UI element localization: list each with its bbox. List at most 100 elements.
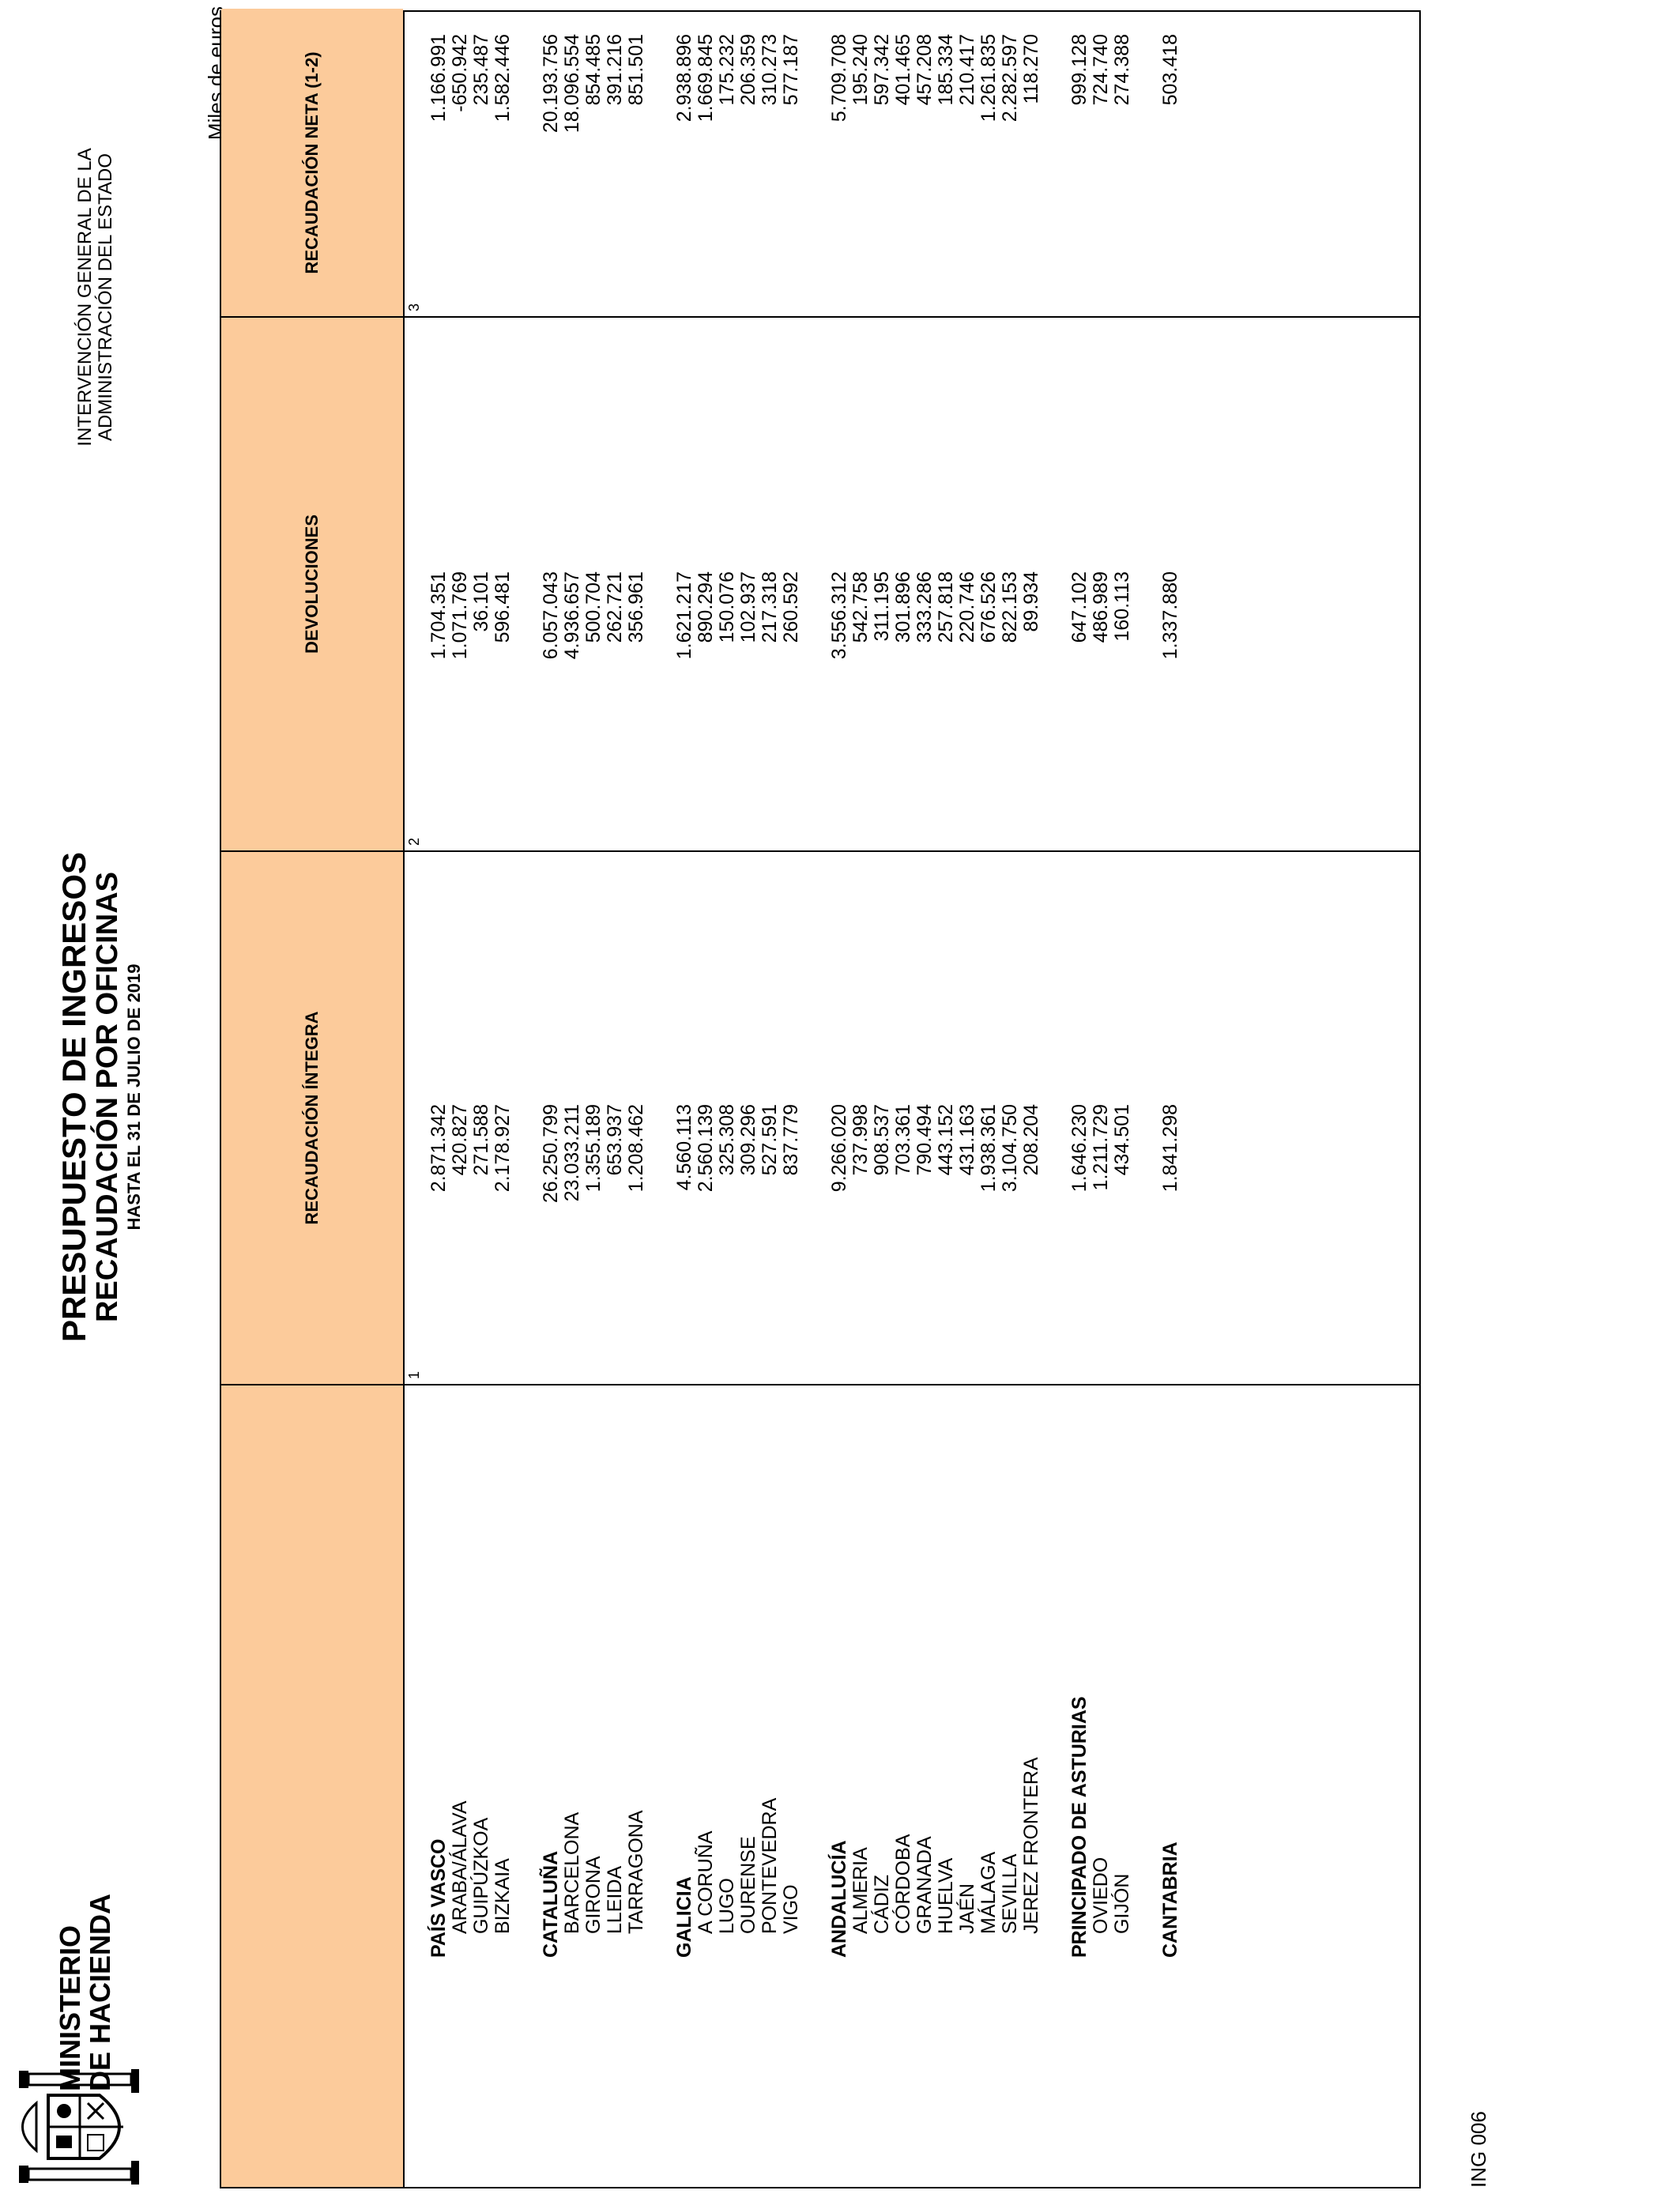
office-name: GUIPÚZKOA (470, 1817, 492, 1934)
table-row: GIJÓN 434.501 160.113 274.388 (1111, 9, 1133, 2187)
office-name: ALMERIA (849, 1847, 872, 1934)
table-row: PONTEVEDRA 527.591 217.318 310.273 (759, 9, 781, 2187)
gross-revenue-value: 703.361 (892, 1104, 914, 1176)
gross-revenue-value: 1.208.462 (625, 1104, 647, 1193)
office-name: LUGO (716, 1878, 738, 1934)
office-name: LLEIDA (604, 1865, 626, 1934)
refunds-value: 356.961 (625, 571, 647, 643)
gross-revenue-value: 1.646.230 (1068, 1104, 1090, 1193)
gross-revenue-value: 527.591 (759, 1104, 781, 1176)
table-row: SEVILLA 3.104.750 822.153 2.282.597 (999, 9, 1021, 2187)
column-divider (221, 316, 1419, 318)
refunds-value: 262.721 (604, 571, 626, 643)
refunds-value: 500.704 (582, 571, 605, 643)
refunds-value: 486.989 (1090, 571, 1112, 643)
table-row: CÓRDOBA 703.361 301.896 401.465 (892, 9, 914, 2187)
gross-revenue-value: 9.266.020 (828, 1104, 850, 1193)
office-name: JEREZ FRONTERA (1020, 1757, 1042, 1934)
net-revenue-value: 391.216 (604, 34, 626, 106)
column-number: 3 (406, 303, 422, 311)
net-revenue-value: 118.270 (1020, 34, 1042, 104)
net-revenue-value: 457.208 (913, 34, 936, 106)
table-row-group: ANDALUCÍA 9.266.020 3.556.312 5.709.708 (828, 9, 850, 2187)
gross-revenue-value: 1.938.361 (977, 1104, 1000, 1193)
office-name: GRANADA (913, 1836, 936, 1934)
net-revenue-value: 195.240 (849, 34, 872, 106)
igae-line-1: INTERVENCIÓN GENERAL DE LA (74, 148, 96, 447)
form-code: ING 006 (1467, 2111, 1490, 2188)
net-revenue-value: 5.709.708 (828, 34, 850, 123)
table-row: VIGO 837.779 260.592 577.187 (780, 9, 802, 2187)
column-number: 2 (406, 837, 422, 846)
gross-revenue-value: 1.841.298 (1159, 1104, 1181, 1193)
office-name: HUELVA (935, 1857, 957, 1934)
refunds-value: 220.746 (956, 571, 978, 643)
gross-revenue-value: 837.779 (780, 1104, 802, 1176)
gross-revenue-value: 431.163 (956, 1104, 978, 1176)
office-name: BIZKAIA (492, 1858, 514, 1934)
table-row: A CORUÑA 2.560.139 890.294 1.669.845 (695, 9, 717, 2187)
office-name: PONTEVEDRA (759, 1797, 781, 1934)
net-revenue-value: 597.342 (871, 34, 893, 106)
office-name: A CORUÑA (695, 1830, 717, 1934)
office-name: CANTABRIA (1159, 1842, 1181, 1958)
refunds-value: 890.294 (695, 571, 717, 643)
office-name: VIGO (780, 1884, 802, 1934)
gross-revenue-value: 737.998 (849, 1104, 872, 1176)
office-name: OVIEDO (1090, 1857, 1112, 1934)
gross-revenue-value: 2.560.139 (695, 1104, 717, 1193)
table-row: GUIPÚZKOA 271.588 36.101 235.487 (470, 9, 492, 2187)
table-row: OVIEDO 1.211.729 486.989 724.740 (1090, 9, 1112, 2187)
table-row-group: PRINCIPADO DE ASTURIAS 1.646.230 647.102 99… (1068, 9, 1090, 2187)
office-name: MÁLAGA (977, 1851, 1000, 1934)
gross-revenue-value: 1.211.729 (1090, 1104, 1112, 1191)
gross-revenue-value: 309.296 (737, 1104, 759, 1176)
net-revenue-value: 401.465 (892, 34, 914, 106)
net-revenue-value: 2.282.597 (999, 34, 1021, 123)
table-row: ALMERIA 737.998 542.758 195.240 (849, 9, 872, 2187)
report-date: HASTA EL 31 DE JULIO DE 2019 (124, 963, 144, 1231)
refunds-value: 160.113 (1111, 571, 1133, 642)
office-name: JAÉN (956, 1883, 978, 1934)
gross-revenue-value: 434.501 (1111, 1104, 1133, 1176)
refunds-value: 102.937 (737, 571, 759, 643)
gross-revenue-value: 1.355.189 (582, 1104, 605, 1193)
refunds-value: 822.153 (999, 571, 1021, 643)
table-row: CÁDIZ 908.537 311.195 597.342 (871, 9, 893, 2187)
net-revenue-value: 175.232 (716, 34, 738, 106)
net-revenue-value: 20.193.756 (540, 34, 562, 134)
column-number: 1 (406, 1370, 422, 1379)
office-name: GIRONA (582, 1856, 605, 1934)
office-name: PAÍS VASCO (428, 1838, 450, 1958)
net-revenue-value: 18.096.554 (561, 34, 583, 134)
net-revenue-value: 854.485 (582, 34, 605, 106)
refunds-value: 301.896 (892, 571, 914, 643)
net-revenue-value: 235.487 (470, 34, 492, 106)
net-revenue-value: -650.942 (449, 34, 471, 112)
gross-revenue-value: 271.588 (470, 1104, 492, 1176)
net-revenue-value: 1.166.991 (428, 34, 450, 123)
gross-revenue-value: 653.937 (604, 1104, 626, 1176)
table-row: LLEIDA 653.937 262.721 391.216 (604, 9, 626, 2187)
table-row: MÁLAGA 1.938.361 676.526 1.261.835 (977, 9, 1000, 2187)
net-revenue-value: 999.128 (1068, 34, 1090, 106)
office-name: PRINCIPADO DE ASTURIAS (1068, 1696, 1090, 1958)
header-divider (403, 12, 405, 2187)
table-row: LUGO 325.308 150.076 175.232 (716, 9, 738, 2187)
refunds-value: 217.318 (759, 571, 781, 643)
header-cell-office (221, 1385, 403, 2187)
refunds-value: 1.337.880 (1159, 571, 1181, 660)
gross-revenue-value: 443.152 (935, 1104, 957, 1176)
refunds-value: 257.818 (935, 571, 957, 643)
refunds-value: 311.195 (871, 571, 893, 642)
gross-revenue-value: 908.537 (871, 1104, 893, 1176)
net-revenue-value: 1.261.835 (977, 34, 1000, 123)
table-row: GIRONA 1.355.189 500.704 854.485 (582, 9, 605, 2187)
office-name: SEVILLA (999, 1853, 1021, 1934)
column-divider (221, 850, 1419, 852)
table-row: GRANADA 790.494 333.286 457.208 (913, 9, 936, 2187)
refunds-value: 647.102 (1068, 571, 1090, 643)
gross-revenue-value: 2.178.927 (492, 1104, 514, 1193)
office-name: ANDALUCÍA (828, 1840, 850, 1958)
table-row-group: CANTABRIA 1.841.298 1.337.880 503.418 (1159, 9, 1181, 2187)
